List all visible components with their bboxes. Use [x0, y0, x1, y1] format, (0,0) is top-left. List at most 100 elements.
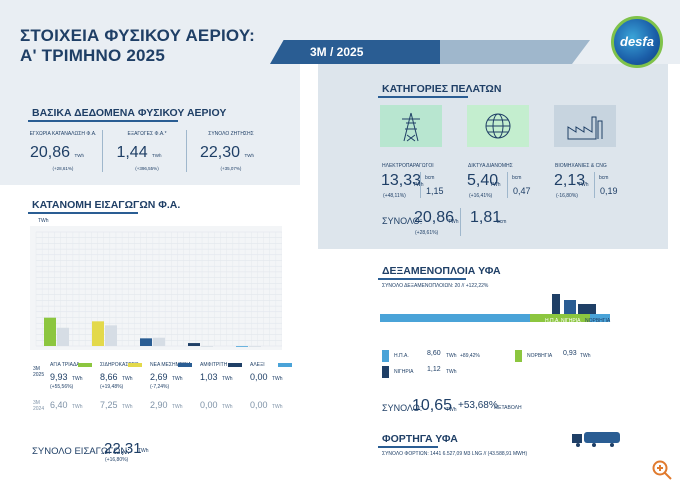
bar-previous-4 [249, 346, 261, 347]
power-tower-icon [402, 112, 420, 142]
cat-change-power: (+48,11%) [383, 193, 406, 199]
lng-total-unit: TWh [446, 407, 457, 413]
import-point-previous-3: 0,00 [200, 400, 218, 410]
import-point-color-4 [278, 363, 292, 367]
cat-bcm-industry: 0,19 [600, 186, 618, 196]
import-point-unit-3: TWh [222, 376, 233, 382]
lng-total-label: ΣΥΝΟΛΟ: [382, 403, 423, 413]
cat-bcm-unit-industry: bcm [599, 175, 609, 181]
lng-building [578, 304, 596, 314]
cat-label-industry: ΒΙΟΜΗΧΑΝΙΕΣ & CNG [555, 163, 607, 169]
import-point-color-1 [128, 363, 142, 367]
imports-axis-unit: TWh [38, 218, 49, 224]
lng-chimney [552, 294, 560, 314]
lng-storage-tank [564, 300, 576, 314]
customers-total-label: ΣΥΝΟΛΟ: [382, 216, 423, 226]
cat-divider [594, 172, 595, 198]
import-point-previous-0: 6,40 [50, 400, 68, 410]
lng-tag-norway: ΝΟΡΒΗΓΙΑ [585, 318, 611, 324]
bar-current-2 [140, 338, 152, 346]
lng-total-change: +53,68% [458, 400, 498, 411]
customers-total-bcm-unit: bcm [497, 219, 507, 225]
kpi-divider [102, 130, 103, 172]
logo-text: desfa [620, 34, 654, 49]
customers-title: ΚΑΤΗΓΟΡΙΕΣ ΠΕΛΑΤΩΝ [382, 83, 502, 95]
zoom-in-icon[interactable] [651, 459, 673, 481]
basic-data-title: ΒΑΣΙΚΑ ΔΕΔΟΜΕΝΑ ΦΥΣΙΚΟΥ ΑΕΡΙΟΥ [32, 107, 227, 119]
lng-usa-name: Η.Π.Α. [394, 353, 409, 359]
lng-flow-band-accent [530, 314, 590, 322]
lng-total-value: 10,65 [412, 397, 453, 414]
import-point-change-0: (+55,56%) [50, 384, 74, 390]
desfa-logo: desfa [611, 16, 663, 68]
lng-tag-nigeria: ΝΙΓΗΡΙΑ [561, 318, 581, 324]
imports-underline [28, 212, 138, 214]
lng-usa-unit: TWh [446, 353, 457, 359]
lng-nigeria-swatch [382, 366, 389, 378]
import-point-unit-1: TWh [122, 376, 133, 382]
bar-current-0 [44, 317, 56, 346]
customers-total-change: (+28,61%) [415, 230, 439, 236]
bar-previous-1 [105, 325, 117, 346]
customers-panel [318, 64, 668, 249]
cat-divider [507, 172, 508, 198]
import-point-color-0 [78, 363, 92, 367]
industries-cng-card [554, 105, 616, 147]
import-point-current-3: 1,03 [200, 372, 218, 382]
kpi-label-exports: ΕΞΑΓΩΓΕΣ Φ.Α.* [127, 131, 167, 137]
import-point-unit-0: TWh [72, 376, 83, 382]
customers-underline [378, 96, 468, 98]
cat-divider [420, 172, 421, 198]
import-point-unit-4: TWh [272, 376, 283, 382]
year-current-label: 3M 2025 [33, 366, 45, 378]
lng-trucks-title: ΦΟΡΤΗΓΑ ΥΦΑ [382, 433, 458, 445]
truck-icon [572, 432, 620, 447]
kpi-value-consumption: 20,86 TWh [30, 144, 84, 161]
customers-total-unit: TWh [448, 219, 459, 225]
lng-usa-value: 8,60 [427, 350, 441, 357]
import-point-current-4: 0,00 [250, 372, 268, 382]
quarter-band: 3M / 2025 [270, 40, 440, 64]
imports-total-change: (+16,80%) [105, 457, 129, 463]
lng-tankers-subtitle: ΣΥΝΟΛΟ ΔΕΞΑΜΕΝΟΠΛΟΙΩΝ: 20 // +122,22% [382, 283, 489, 289]
import-point-color-3 [228, 363, 242, 367]
cat-bcm-distribution: 0,47 [513, 186, 531, 196]
import-point-change-1: (+19,48%) [100, 384, 124, 390]
cat-value-industry: 2,13 [554, 172, 586, 189]
lng-nigeria-value: 1,12 [427, 366, 441, 373]
import-point-name-1: ΣΙΔΗΡΟΚΑΣΤΡΟ [100, 362, 139, 368]
import-point-previous-2: 2,90 [150, 400, 168, 410]
lng-usa-swatch [382, 350, 389, 362]
import-point-prev-unit-0: TWh [72, 404, 83, 410]
kpi-label-consumption: ΕΓΧΩΡΙΑ ΚΑΤΑΝΑΛΩΣΗ Φ.Α. [29, 131, 97, 137]
cat-bcm-unit-distribution: bcm [512, 175, 522, 181]
quarter-band-accent [440, 40, 590, 64]
lng-nigeria-unit: TWh [446, 369, 457, 375]
cat-unit-industry: TWh [578, 182, 589, 188]
kpi-value-total-demand: 22,30 TWh [200, 144, 254, 161]
lng-trucks-underline [378, 446, 438, 448]
import-point-current-0: 9,93 [50, 372, 68, 382]
kpi-change-total-demand: (+35,07%) [220, 166, 242, 171]
lng-nigeria-name: ΝΙΓΗΡΙΑ [394, 369, 414, 375]
year-previous-label: 3M 2024 [33, 400, 45, 412]
import-point-prev-unit-2: TWh [172, 404, 183, 410]
kpi-value-exports: 1,44 TWh [116, 144, 162, 161]
import-point-previous-4: 0,00 [250, 400, 268, 410]
cat-unit-distribution: TWh [490, 182, 501, 188]
basic-data-underline [28, 120, 178, 122]
lng-usa-change: +89,42% [460, 353, 480, 359]
kpi-label-total-demand: ΣΥΝΟΛΟ ΖΗΤΗΣΗΣ [208, 131, 254, 137]
kpi-divider [186, 130, 187, 172]
import-point-color-2 [178, 363, 192, 367]
bar-previous-3 [201, 346, 213, 347]
imports-title: ΚΑΤΑΝΟΜΗ ΕΙΣΑΓΩΓΩΝ Φ.Α. [32, 199, 181, 211]
distribution-networks-card [467, 105, 529, 147]
cat-label-distribution: ΔΙΚΤΥΑ ΔΙΑΝΟΜΗΣ [468, 163, 513, 169]
customers-total-value: 20,86 [414, 209, 455, 226]
lng-tankers-title: ΔΕΞΑΜΕΝΟΠΛΟΙΑ ΥΦΑ [382, 265, 501, 277]
cat-label-power: ΗΛΕΚΤΡΟΠΑΡΑΓΩΓΟΙ [382, 163, 434, 169]
import-point-prev-unit-1: TWh [122, 404, 133, 410]
bar-previous-2 [153, 337, 165, 346]
